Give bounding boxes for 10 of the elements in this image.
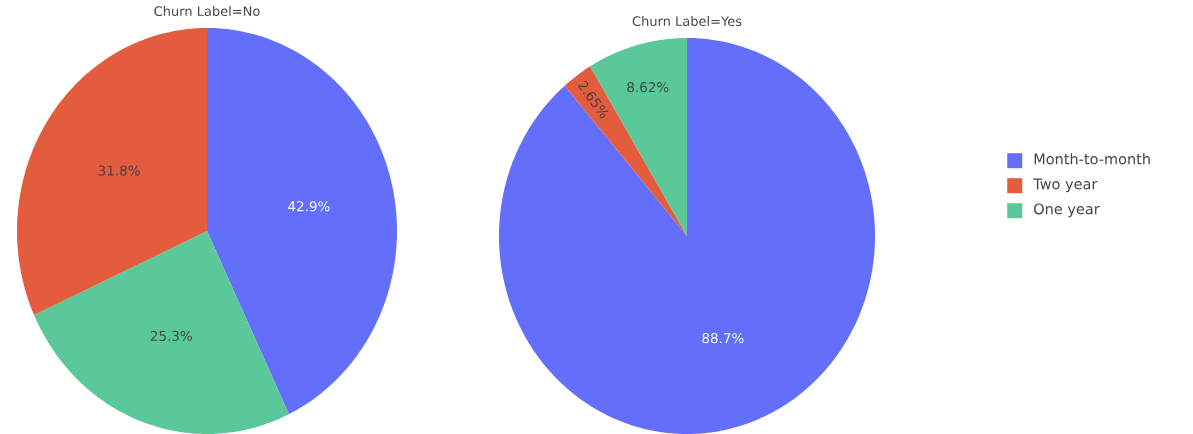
legend-label: Two year	[1033, 178, 1098, 193]
data-label: 31.8%	[98, 165, 140, 176]
chart-title: Churn Label=No	[154, 5, 260, 17]
data-label: 25.3%	[150, 330, 192, 342]
legend-label: One year	[1034, 203, 1100, 218]
legend-label: Month-to-month	[1034, 153, 1150, 165]
data-label: 88.7%	[702, 333, 744, 344]
data-label: 42.9%	[288, 201, 330, 212]
chart-title: Churn Label=Yes	[632, 15, 742, 27]
data-label: 8.62%	[627, 82, 669, 93]
